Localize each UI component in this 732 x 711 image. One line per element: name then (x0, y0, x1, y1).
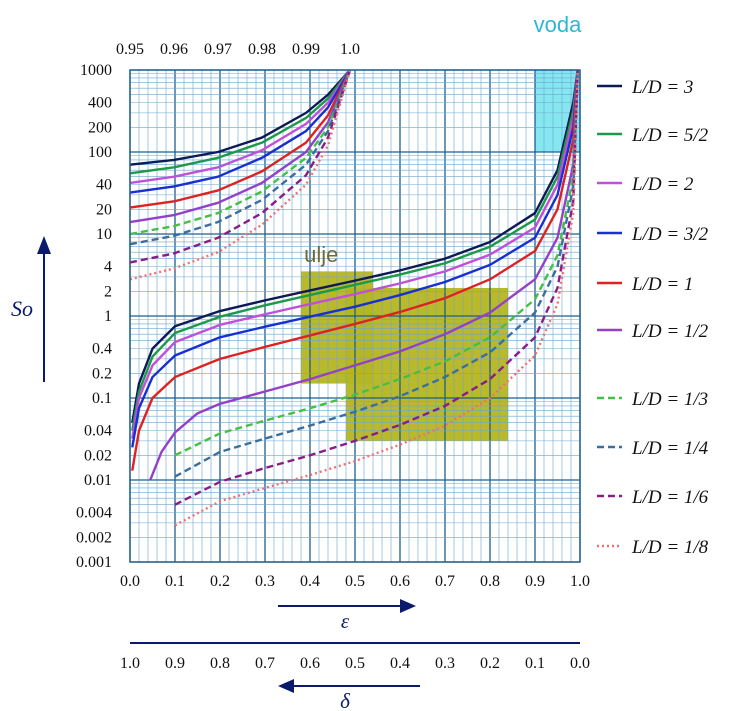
delta-tick-label: 0.0 (570, 655, 590, 672)
legend-label: L/D = 1 (631, 274, 693, 295)
highlight-regions (301, 70, 580, 441)
grid (130, 70, 580, 562)
region-label-ulje: ulje (304, 242, 338, 267)
y-tick-label: 400 (88, 95, 112, 112)
delta-tick-label: 1.0 (120, 655, 140, 672)
delta-tick-label: 0.5 (345, 655, 365, 672)
x-tick-label: 0.4 (300, 573, 320, 590)
top-tick-label: 0.97 (204, 41, 232, 58)
top-tick-label: 0.99 (292, 41, 320, 58)
y-tick-label: 0.001 (76, 554, 112, 571)
x-tick-label: 0.1 (165, 573, 185, 590)
delta-tick-label: 0.7 (255, 655, 275, 672)
x-tick-label: 0.3 (255, 573, 275, 590)
legend-label: L/D = 3/2 (631, 224, 709, 245)
y-tick-label: 1000 (80, 62, 112, 79)
y-tick-label: 0.02 (84, 447, 112, 464)
y-tick-label: 0.4 (92, 341, 112, 358)
legend-label: L/D = 1/4 (631, 438, 709, 459)
top-tick-label: 0.95 (116, 41, 144, 58)
legend-label: L/D = 1/8 (631, 537, 709, 558)
delta-tick-label: 0.2 (480, 655, 500, 672)
delta-tick-label: 0.4 (390, 655, 410, 672)
legend-label: L/D = 1/2 (631, 321, 709, 342)
delta-tick-label: 0.1 (525, 655, 545, 672)
top-tick-label: 0.96 (160, 41, 188, 58)
delta-tick-label: 0.3 (435, 655, 455, 672)
y-tick-label: 40 (96, 177, 112, 194)
y-tick-label: 100 (88, 144, 112, 161)
x-tick-label: 0.7 (435, 573, 455, 590)
y-tick-label: 2 (104, 283, 112, 300)
legend: L/D = 3 L/D = 5/2 L/D = 2 L/D = 3/2 L/D = 1 L… (597, 77, 709, 558)
x-tick-label: 0.2 (210, 573, 230, 590)
legend-label: L/D = 3 (631, 77, 693, 98)
delta-tick-label: 0.6 (300, 655, 320, 672)
so-arrow-head (37, 236, 51, 254)
legend-label: L/D = 1/6 (631, 487, 709, 508)
y-tick-label: 0.01 (84, 472, 112, 489)
legend-label: L/D = 1/3 (631, 389, 708, 410)
x-tick-label: 0.6 (390, 573, 410, 590)
y-tick-label: 0.004 (76, 505, 112, 522)
y-axis-label: So (11, 296, 33, 321)
y-tick-label: 0.2 (92, 365, 112, 382)
legend-label: L/D = 2 (631, 174, 694, 195)
x-tick-label: 0.0 (120, 573, 140, 590)
y-tick-label: 200 (88, 119, 112, 136)
top-tick-label: 1.0 (340, 41, 360, 58)
y-tick-label: 4 (104, 259, 112, 276)
y-tick-label: 0.002 (76, 529, 112, 546)
y-tick-label: 1 (104, 308, 112, 325)
epsilon-arrow-head (400, 599, 416, 613)
y-tick-label: 0.1 (92, 390, 112, 407)
y-tick-label: 0.04 (84, 423, 112, 440)
delta-tick-label: 0.8 (210, 655, 230, 672)
y-tick-label: 10 (96, 226, 112, 243)
region-label-voda: voda (534, 12, 582, 37)
x-tick-label: 0.9 (525, 573, 545, 590)
x-tick-label: 1.0 (570, 573, 590, 590)
delta-arrow-head (278, 679, 294, 693)
x-tick-label: 0.8 (480, 573, 500, 590)
top-tick-label: 0.98 (248, 41, 276, 58)
delta-axis-label: δ (340, 689, 351, 711)
legend-label: L/D = 5/2 (631, 125, 709, 146)
x-tick-label: 0.5 (345, 573, 365, 590)
y-tick-label: 20 (96, 201, 112, 218)
delta-tick-label: 0.9 (165, 655, 185, 672)
x-axis-label: ε (341, 609, 350, 633)
